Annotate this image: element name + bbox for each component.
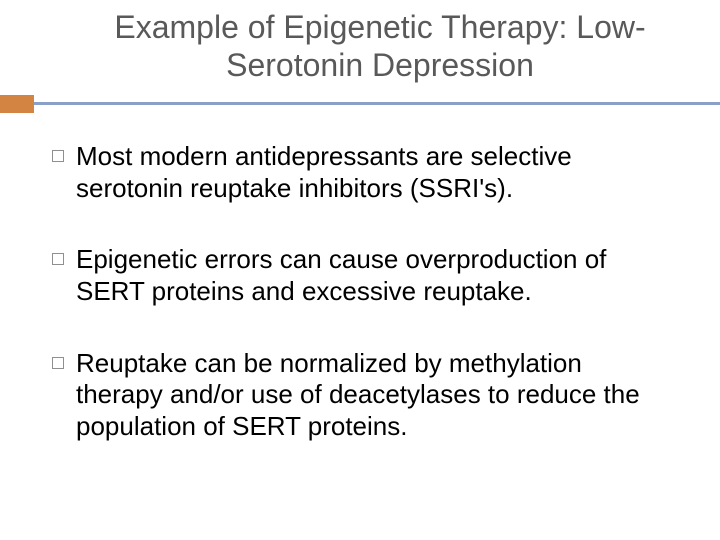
bullet-text: Epigenetic errors can cause overproducti…	[76, 244, 668, 307]
content-area: Most modern antidepressants are selectiv…	[0, 113, 720, 443]
title-block: Example of Epigenetic Therapy: Low-Serot…	[0, 0, 720, 89]
bullet-item: Epigenetic errors can cause overproducti…	[52, 244, 668, 307]
accent-box	[0, 95, 34, 113]
slide-title: Example of Epigenetic Therapy: Low-Serot…	[80, 8, 680, 85]
bullet-text: Reuptake can be normalized by methylatio…	[76, 348, 668, 443]
bullet-item: Most modern antidepressants are selectiv…	[52, 141, 668, 204]
accent-line	[34, 102, 720, 105]
bullet-marker-icon	[52, 357, 64, 369]
bullet-marker-icon	[52, 150, 64, 162]
slide-container: Example of Epigenetic Therapy: Low-Serot…	[0, 0, 720, 540]
accent-row	[0, 95, 720, 113]
bullet-item: Reuptake can be normalized by methylatio…	[52, 348, 668, 443]
bullet-text: Most modern antidepressants are selectiv…	[76, 141, 668, 204]
bullet-marker-icon	[52, 253, 64, 265]
